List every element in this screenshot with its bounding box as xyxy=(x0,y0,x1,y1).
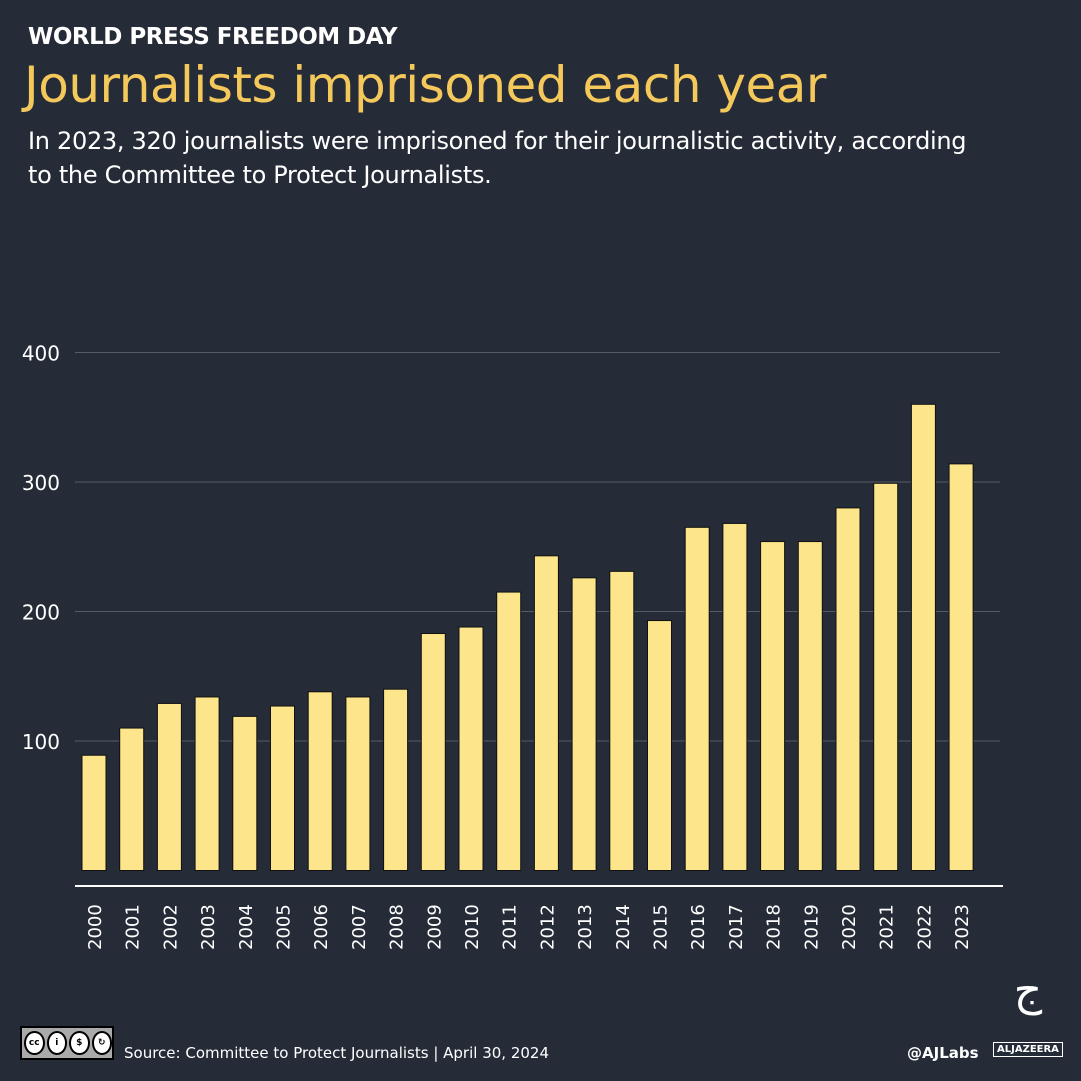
x-tick-label: 2019 xyxy=(801,904,822,950)
bar-2020 xyxy=(835,507,861,871)
x-tick-label: 2000 xyxy=(85,904,106,950)
bar-2017 xyxy=(722,522,748,871)
x-tick-label: 2006 xyxy=(311,904,332,950)
bar-2023 xyxy=(948,463,974,871)
bar-2010 xyxy=(458,626,484,871)
bar-2016 xyxy=(684,526,710,871)
x-tick-label: 2015 xyxy=(651,904,672,950)
x-tick-label: 2018 xyxy=(764,904,785,950)
bar-2001 xyxy=(119,727,145,871)
x-tick-label: 2022 xyxy=(914,904,935,950)
bar-chart: 100 200 300 400 2000 2001 2002 2003 2004 2005 2006… xyxy=(22,342,1003,950)
handle: @AJLabs xyxy=(907,1044,979,1062)
bar-2013 xyxy=(571,577,597,872)
sa-icon: ↻ xyxy=(91,1031,112,1055)
x-tick-label: 2013 xyxy=(575,904,596,950)
subtitle: In 2023, 320 journalists were imprisoned… xyxy=(28,127,967,189)
bar-2008 xyxy=(383,688,409,872)
bar-2000 xyxy=(81,754,107,871)
x-tick-label: 2017 xyxy=(726,904,747,950)
x-tick-label: 2002 xyxy=(160,904,181,950)
x-tick-label: 2008 xyxy=(387,904,408,950)
y-tick-label: 300 xyxy=(22,471,60,495)
bar-2019 xyxy=(797,541,823,871)
bar-2018 xyxy=(760,541,786,871)
x-tick-label: 2020 xyxy=(839,904,860,950)
y-tick-label: 100 xyxy=(22,730,60,754)
aljazeera-logo-icon: ج xyxy=(1013,965,1043,1016)
chart-title: Journalists imprisoned each year xyxy=(24,56,826,114)
bar-2021 xyxy=(873,482,899,871)
nc-icon: $ xyxy=(69,1031,90,1055)
bar-2003 xyxy=(194,696,220,871)
x-tick-label: 2014 xyxy=(613,904,634,950)
source-note: Source: Committee to Protect Journalists… xyxy=(124,1044,549,1062)
bar-2012 xyxy=(533,555,559,871)
x-tick-label: 2011 xyxy=(500,904,521,950)
x-tick-label: 2021 xyxy=(877,904,898,950)
bar-2022 xyxy=(910,403,936,871)
kicker: WORLD PRESS FREEDOM DAY xyxy=(28,24,398,50)
x-tick-label: 2009 xyxy=(424,904,445,950)
x-tick-label: 2005 xyxy=(274,904,295,950)
x-tick-label: 2023 xyxy=(952,904,973,950)
brand-logo: ALJAZEERA xyxy=(993,1042,1063,1057)
bar-2002 xyxy=(156,702,182,871)
x-tick-label: 2004 xyxy=(236,904,257,950)
by-icon: i xyxy=(46,1031,67,1055)
x-tick-label: 2001 xyxy=(123,904,144,950)
bar-2014 xyxy=(609,570,635,871)
bar-2015 xyxy=(647,620,672,871)
x-tick-label: 2012 xyxy=(537,904,558,950)
cc-icon: cc xyxy=(24,1031,45,1055)
bar-2005 xyxy=(270,705,295,871)
x-tick-label: 2007 xyxy=(349,904,370,950)
x-tick-label: 2016 xyxy=(688,904,709,950)
x-tick-label: 2010 xyxy=(462,904,483,950)
bar-2006 xyxy=(307,691,333,871)
bar-2009 xyxy=(420,633,446,872)
bar-2011 xyxy=(496,591,522,871)
bar-2007 xyxy=(345,696,371,871)
cc-license-badge: cc i $ ↻ xyxy=(20,1026,114,1060)
y-tick-label: 400 xyxy=(22,342,60,366)
y-tick-label: 200 xyxy=(22,601,60,625)
bar-2004 xyxy=(232,715,258,872)
x-tick-label: 2003 xyxy=(198,904,219,950)
